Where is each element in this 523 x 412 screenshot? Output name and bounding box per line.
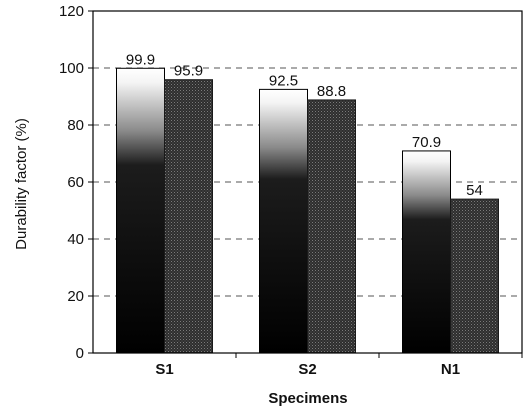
bars-layer xyxy=(116,67,499,354)
bar-n1-series1 xyxy=(402,150,451,354)
value-label-s2-series1: 92.5 xyxy=(269,72,298,89)
bar-s1-series2 xyxy=(164,79,213,354)
x-tick-label-s2: S2 xyxy=(298,361,316,378)
plot-frame xyxy=(92,10,523,354)
y-tick-label-40: 40 xyxy=(67,231,84,248)
y-tick-label-80: 80 xyxy=(67,117,84,134)
x-tick-label-s1: S1 xyxy=(155,361,173,378)
bar-s2-series1 xyxy=(259,88,308,354)
y-tick-label-120: 120 xyxy=(59,3,84,20)
bar-n1-series2 xyxy=(450,198,499,354)
value-label-s1-series1: 99.9 xyxy=(126,51,155,68)
x-tick-labels: S1 S2 N1 xyxy=(155,361,460,378)
y-tick-label-0: 0 xyxy=(76,345,84,362)
y-tick-label-60: 60 xyxy=(67,174,84,191)
value-label-n1-series1: 70.9 xyxy=(412,134,441,151)
bar-s2-series2 xyxy=(307,99,356,354)
y-tick-label-20: 20 xyxy=(67,288,84,305)
value-label-s1-series2: 95.9 xyxy=(174,63,203,80)
value-label-s2-series2: 88.8 xyxy=(317,83,346,100)
x-axis-title: Specimens xyxy=(268,390,347,407)
axes-layer xyxy=(88,10,523,358)
y-axis-title: Durability factor (%) xyxy=(13,118,30,250)
value-label-n1-series2: 54 xyxy=(466,182,483,199)
y-tick-label-100: 100 xyxy=(59,60,84,77)
value-labels: 99.9 95.9 92.5 88.8 70.9 54 xyxy=(126,51,483,199)
bar-s1-series1 xyxy=(116,67,165,354)
y-tick-labels: 0 20 40 60 80 100 120 xyxy=(59,3,84,362)
x-tick-label-n1: N1 xyxy=(441,361,460,378)
